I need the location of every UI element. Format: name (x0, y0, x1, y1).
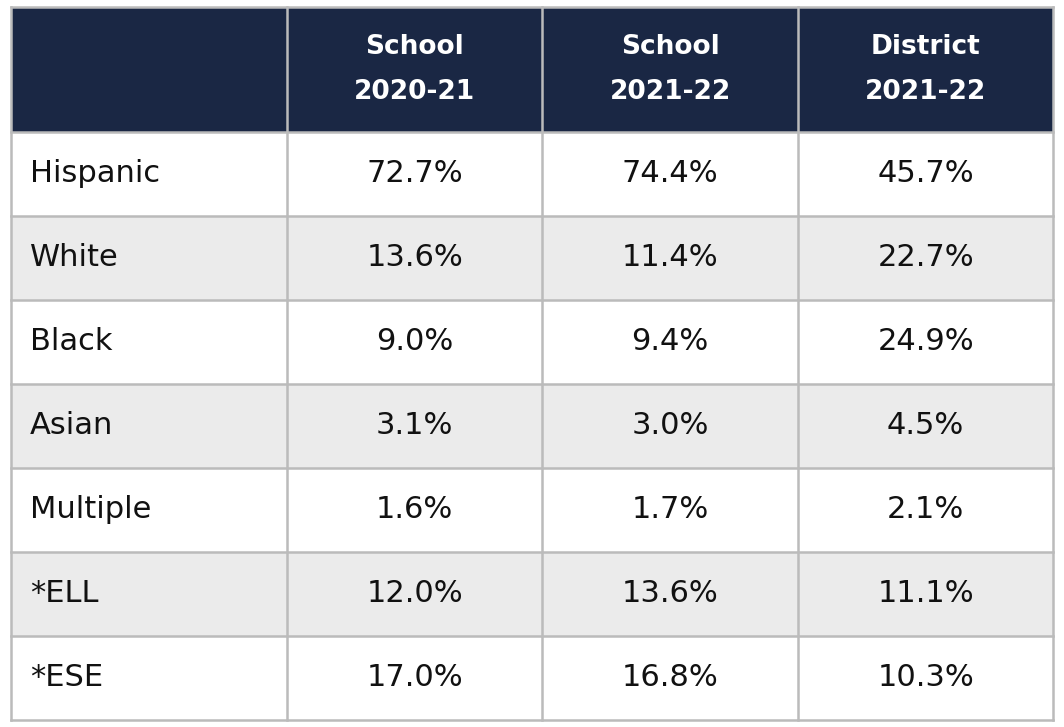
Bar (543, 132, 798, 216)
Text: 24.9%: 24.9% (878, 327, 974, 356)
Bar (287, 468, 543, 552)
Bar (798, 384, 1053, 468)
Text: 45.7%: 45.7% (878, 159, 974, 188)
Text: *ESE: *ESE (30, 663, 103, 692)
Bar (11, 384, 287, 468)
Text: 1.7%: 1.7% (632, 495, 709, 524)
Bar (798, 468, 1053, 552)
Text: 10.3%: 10.3% (877, 663, 974, 692)
Bar (543, 7, 798, 132)
Text: 2020-21: 2020-21 (354, 79, 476, 105)
Bar (287, 552, 543, 635)
Text: 72.7%: 72.7% (366, 159, 463, 188)
Bar (798, 216, 1053, 300)
Text: 13.6%: 13.6% (621, 579, 718, 608)
Text: 4.5%: 4.5% (887, 411, 964, 441)
Bar (543, 635, 798, 720)
Text: 9.4%: 9.4% (632, 327, 709, 356)
Bar (287, 7, 543, 132)
Text: 12.0%: 12.0% (366, 579, 463, 608)
Bar (798, 300, 1053, 384)
Text: School: School (365, 34, 464, 60)
Text: 11.4%: 11.4% (621, 244, 718, 273)
Text: White: White (30, 244, 119, 273)
Bar (543, 216, 798, 300)
Bar (11, 216, 287, 300)
Bar (287, 216, 543, 300)
Bar (11, 300, 287, 384)
Text: School: School (620, 34, 719, 60)
Bar (543, 468, 798, 552)
Bar (11, 635, 287, 720)
Bar (11, 7, 287, 132)
Bar (798, 635, 1053, 720)
Text: 2021-22: 2021-22 (610, 79, 731, 105)
Bar (798, 552, 1053, 635)
Text: 2021-22: 2021-22 (865, 79, 986, 105)
Text: 74.4%: 74.4% (621, 159, 718, 188)
Bar (543, 552, 798, 635)
Bar (11, 132, 287, 216)
Bar (11, 468, 287, 552)
Text: 3.0%: 3.0% (631, 411, 709, 441)
Bar (287, 132, 543, 216)
Bar (287, 300, 543, 384)
Text: 3.1%: 3.1% (376, 411, 453, 441)
Text: District: District (870, 34, 981, 60)
Bar (287, 384, 543, 468)
Bar (798, 7, 1053, 132)
Text: Hispanic: Hispanic (30, 159, 160, 188)
Text: Black: Black (30, 327, 113, 356)
Bar (287, 635, 543, 720)
Text: 22.7%: 22.7% (878, 244, 974, 273)
Bar (543, 384, 798, 468)
Text: 16.8%: 16.8% (621, 663, 718, 692)
Text: 1.6%: 1.6% (376, 495, 453, 524)
Bar (11, 552, 287, 635)
Text: *ELL: *ELL (30, 579, 99, 608)
Text: 13.6%: 13.6% (366, 244, 463, 273)
Text: 2.1%: 2.1% (887, 495, 964, 524)
Bar (798, 132, 1053, 216)
Text: 11.1%: 11.1% (878, 579, 974, 608)
Text: Multiple: Multiple (30, 495, 151, 524)
Text: 9.0%: 9.0% (376, 327, 453, 356)
Bar (543, 300, 798, 384)
Text: Asian: Asian (30, 411, 114, 441)
Text: 17.0%: 17.0% (366, 663, 463, 692)
